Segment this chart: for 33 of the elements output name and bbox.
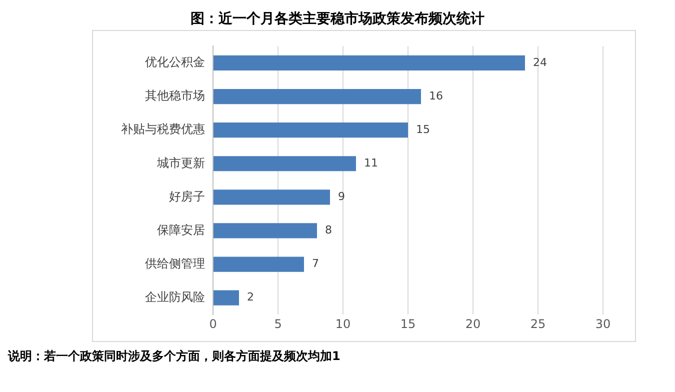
- data-label: 9: [338, 190, 345, 204]
- y-tick-label: 其他稳市场: [145, 88, 205, 103]
- bar: [214, 223, 317, 238]
- data-label: 15: [416, 122, 430, 136]
- x-tick-label: 0: [209, 316, 217, 331]
- data-label: 24: [533, 56, 547, 69]
- x-tick-label: 5: [274, 316, 282, 331]
- y-tick-label: 优化公积金: [145, 55, 205, 70]
- bar: [214, 122, 408, 138]
- data-label: 11: [364, 156, 378, 170]
- y-tick-label: 好房子: [169, 189, 205, 204]
- y-tick-label: 城市更新: [156, 156, 205, 170]
- x-tick-label: 10: [335, 316, 351, 331]
- x-tick-label: 20: [465, 316, 481, 331]
- data-label: 16: [429, 89, 443, 102]
- bar: [214, 256, 304, 272]
- text: 说明：若一个政策同时涉及多个方面，则各方面提及频次均加1: [8, 348, 342, 365]
- y-tick-label: 补贴与税费优惠: [121, 122, 205, 136]
- x-tick-label: 25: [530, 316, 546, 331]
- data-label: 8: [325, 224, 332, 237]
- chart-title: 图：近一个月各类主要稳市场政策发布频次统计: [190, 10, 486, 29]
- data-label: 7: [312, 257, 319, 270]
- y-tick-label: 保障安居: [157, 222, 205, 237]
- x-tick-label: 15: [400, 316, 416, 331]
- y-tick-label: 供给侧管理: [145, 256, 205, 270]
- bar: [214, 88, 421, 104]
- x-tick-label: 30: [595, 316, 611, 331]
- bar: [214, 190, 330, 205]
- data-label: 2: [247, 290, 254, 304]
- bar: [214, 55, 525, 71]
- y-tick-label: 企业防风险: [145, 290, 205, 304]
- bar: [214, 156, 356, 172]
- bar: [214, 290, 239, 306]
